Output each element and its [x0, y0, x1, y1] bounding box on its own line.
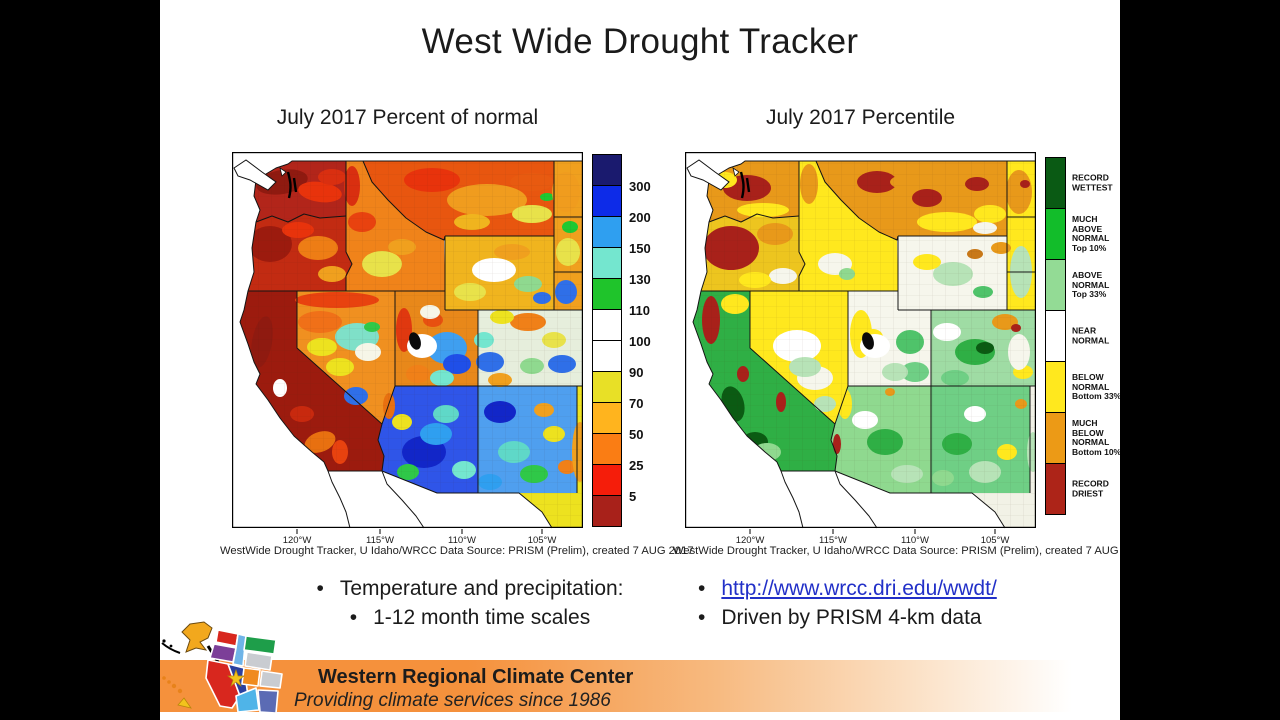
legend-swatch [1045, 463, 1066, 515]
legend-item: 200 [592, 185, 651, 225]
legend-swatch [592, 154, 622, 186]
legend-swatch [592, 464, 622, 496]
legend-swatch [592, 402, 622, 434]
bullet-marker-icon [698, 574, 705, 603]
legend-label: 70 [629, 396, 644, 411]
legend-label: 50 [629, 427, 644, 442]
svg-text:120°W: 120°W [736, 535, 765, 546]
svg-text:105°W: 105°W [981, 535, 1010, 546]
legend-swatch [592, 309, 622, 341]
slide-title: West Wide Drought Tracker [421, 22, 859, 61]
svg-text:105°W: 105°W [528, 535, 557, 546]
legend-item: 130 [592, 247, 651, 287]
legend-label: MUCH BELOW NORMAL Bottom 10% [1072, 418, 1120, 457]
legend-item: 300 [592, 154, 651, 194]
legend-item [592, 495, 622, 527]
percentile-map: 120°W 115°W 110°W 105°W [685, 152, 1036, 548]
legend-swatch [1045, 361, 1066, 413]
footer-orange-band [160, 660, 1120, 712]
legend-item: 25 [592, 433, 643, 473]
legend-item: 70 [592, 371, 643, 411]
legend-label: RECORD WETTEST [1072, 172, 1113, 192]
legend-swatch [1045, 310, 1066, 362]
bullet-temperature-precipitation: Temperature and precipitation: [270, 574, 670, 603]
legend-swatch [1045, 208, 1066, 260]
percent-map-caption: WestWide Drought Tracker, U Idaho/WRCC D… [220, 545, 694, 557]
legend-item: MUCH ABOVE NORMAL Top 10% [1045, 208, 1109, 260]
legend-label: 200 [629, 210, 651, 225]
legend-swatch [1045, 259, 1066, 311]
legend-item: 5 [592, 464, 636, 504]
legend-item: 100 [592, 309, 651, 349]
percentile-map-caption: WestWide Drought Tracker, U Idaho/WRCC D… [673, 545, 1120, 557]
wrcc-logo [161, 621, 283, 714]
svg-text:110°W: 110°W [448, 535, 476, 546]
aleutian-chain-icon [161, 639, 181, 654]
footer-tagline: Providing climate services since 1986 [294, 690, 611, 711]
percent-map-subtitle: July 2017 Percent of normal [276, 106, 539, 129]
svg-text:110°W: 110°W [901, 535, 929, 546]
wwdt-url-link[interactable]: http://www.wrcc.dri.edu/wwdt/ [721, 577, 997, 600]
legend-item: 110 [592, 278, 650, 318]
nevada-star-icon [227, 668, 245, 688]
percent-of-normal-map: 120°W 115°W 110°W 105°W [232, 152, 583, 548]
slide: West Wide Drought Tracker July 2017 Perc… [160, 0, 1120, 720]
bullet-marker-icon [698, 603, 705, 632]
bullet-wwdt-link: http://www.wrcc.dri.edu/wwdt/ [698, 574, 1118, 603]
legend-label: NEAR NORMAL [1072, 325, 1110, 345]
legend-swatch [592, 247, 622, 279]
legend-label: 90 [629, 365, 644, 380]
legend-swatch [592, 371, 622, 403]
bullet-text: 1-12 month time scales [373, 606, 591, 629]
legend-label: 5 [629, 489, 637, 504]
legend-label: 110 [629, 303, 650, 318]
svg-text:115°W: 115°W [366, 535, 394, 546]
percent-colorbar: 300 200 150 130 [592, 154, 651, 527]
bullet-marker-icon [316, 574, 323, 603]
legend-label: 130 [629, 272, 651, 287]
svg-text:115°W: 115°W [819, 535, 847, 546]
legend-label: 25 [629, 458, 644, 473]
bullet-prism-data: Driven by PRISM 4-km data [698, 603, 1118, 632]
legend-item: 50 [592, 402, 643, 442]
right-bullet-list: http://www.wrcc.dri.edu/wwdt/ Driven by … [698, 574, 1118, 632]
legend-swatch [592, 433, 622, 465]
legend-item: BELOW NORMAL Bottom 33% [1045, 361, 1120, 413]
legend-label: 100 [629, 334, 651, 349]
legend-swatch [1045, 157, 1066, 209]
percentile-colorbar: RECORD WETTEST MUCH ABOVE NORMAL Top 10%… [1045, 157, 1120, 515]
legend-item: 90 [592, 340, 643, 380]
bullet-text: Temperature and precipitation: [339, 577, 624, 600]
footer-org-name: Western Regional Climate Center [318, 666, 634, 688]
legend-label: MUCH ABOVE NORMAL Top 10% [1072, 214, 1110, 253]
bullet-text: Driven by PRISM 4-km data [721, 606, 982, 629]
hawaii-islands-icon [162, 676, 192, 709]
left-bullet-list: Temperature and precipitation: 1-12 mont… [270, 574, 670, 632]
legend-swatch [592, 495, 622, 527]
legend-swatch [592, 278, 622, 310]
legend-item: NEAR NORMAL [1045, 310, 1109, 362]
western-states-cluster-icon [205, 629, 283, 714]
legend-label: BELOW NORMAL Bottom 33% [1072, 371, 1120, 401]
legend-label: 150 [629, 241, 651, 256]
legend-item: MUCH BELOW NORMAL Bottom 10% [1045, 412, 1120, 464]
legend-item: RECORD DRIEST [1045, 463, 1109, 515]
legend-label: ABOVE NORMAL Top 33% [1072, 269, 1110, 299]
legend-swatch [1045, 412, 1066, 464]
legend-swatch [592, 340, 622, 372]
legend-swatch [592, 185, 622, 217]
svg-text:120°W: 120°W [283, 535, 312, 546]
bullet-marker-icon [350, 603, 357, 632]
legend-swatch [592, 216, 622, 248]
legend-item: ABOVE NORMAL Top 33% [1045, 259, 1109, 311]
legend-item: RECORD WETTEST [1045, 157, 1113, 209]
percentile-map-subtitle: July 2017 Percentile [765, 106, 956, 129]
legend-item: 150 [592, 216, 651, 256]
legend-label: RECORD DRIEST [1072, 478, 1109, 498]
legend-label: 300 [629, 179, 651, 194]
bullet-time-scales: 1-12 month time scales [270, 603, 670, 632]
